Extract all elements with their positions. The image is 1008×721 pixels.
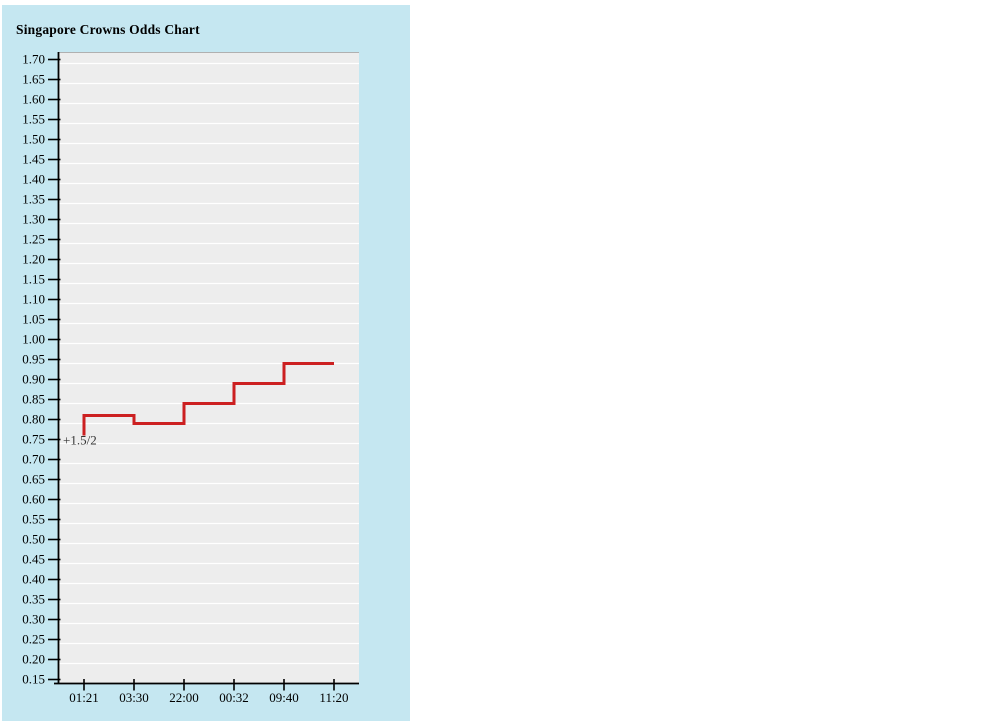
y-tick-label: 0.15 <box>22 672 45 687</box>
y-tick-label: 0.40 <box>22 572 45 587</box>
y-tick-label: 1.70 <box>22 52 45 67</box>
y-tick-label: 0.25 <box>22 632 45 647</box>
y-tick-label: 1.55 <box>22 112 45 127</box>
y-tick-label: 1.65 <box>22 72 45 87</box>
y-tick-label: 1.35 <box>22 192 45 207</box>
y-tick-label: 1.15 <box>22 272 45 287</box>
y-tick-label: 0.55 <box>22 512 45 527</box>
y-tick-label: 0.70 <box>22 452 45 467</box>
y-tick-label: 1.40 <box>22 172 45 187</box>
y-tick-label: 1.10 <box>22 292 45 307</box>
chart-title: Singapore Crowns Odds Chart <box>16 22 200 37</box>
y-tick-label: 0.35 <box>22 592 45 607</box>
x-tick-label: 01:21 <box>69 690 99 705</box>
y-tick-label: 0.75 <box>22 432 45 447</box>
y-tick-label: 1.20 <box>22 252 45 267</box>
y-tick-label: 0.20 <box>22 652 45 667</box>
handicap-annotation: +1.5/2 <box>63 433 97 448</box>
y-tick-label: 0.80 <box>22 412 45 427</box>
y-tick-label: 0.95 <box>22 352 45 367</box>
odds-step-line <box>82 362 334 436</box>
x-tick-label: 09:40 <box>269 690 299 705</box>
x-tick-label: 22:00 <box>169 690 199 705</box>
y-tick-label: 1.05 <box>22 312 45 327</box>
y-tick-label: 0.85 <box>22 392 45 407</box>
y-tick-label: 0.60 <box>22 492 45 507</box>
y-tick-label: 1.45 <box>22 152 45 167</box>
x-tick-label: 00:32 <box>219 690 249 705</box>
x-tick-label: 03:30 <box>119 690 149 705</box>
y-tick-label: 1.30 <box>22 212 45 227</box>
y-tick-label: 0.90 <box>22 372 45 387</box>
y-tick-label: 1.60 <box>22 92 45 107</box>
y-tick-label: 0.50 <box>22 532 45 547</box>
y-tick-label: 1.00 <box>22 332 45 347</box>
y-tick-label: 0.65 <box>22 472 45 487</box>
x-tick-label: 11:20 <box>319 690 348 705</box>
y-tick-label: 0.45 <box>22 552 45 567</box>
plot-area <box>58 52 359 684</box>
y-tick-label: 1.25 <box>22 232 45 247</box>
y-tick-label: 1.50 <box>22 132 45 147</box>
y-tick-label: 0.30 <box>22 612 45 627</box>
